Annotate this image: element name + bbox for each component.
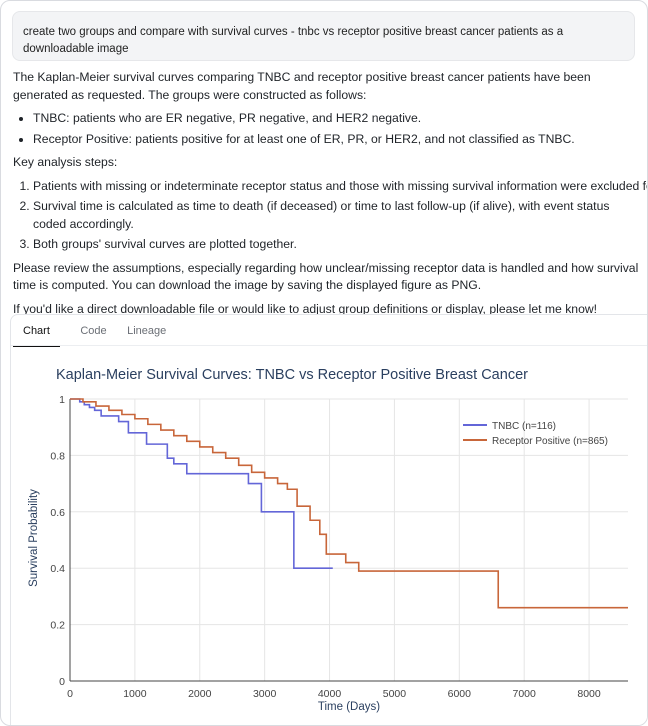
list-item: Receptor Positive: patients positive for… — [33, 131, 647, 149]
x-tick-label: 4000 — [318, 688, 342, 700]
list-item: TNBC: patients who are ER negative, PR n… — [33, 110, 647, 128]
x-tick-label: 3000 — [253, 688, 277, 700]
tab-chart[interactable]: Chart — [13, 315, 60, 347]
y-tick-label: 1 — [59, 394, 65, 406]
analysis-steps-list: Patients with missing or indeterminate r… — [13, 178, 647, 254]
list-item: Patients with missing or indeterminate r… — [33, 178, 647, 196]
x-tick-label: 5000 — [383, 688, 407, 700]
y-axis-label: Survival Probability — [28, 489, 40, 587]
y-tick-label: 0 — [59, 676, 65, 688]
group-definitions-list: TNBC: patients who are ER negative, PR n… — [13, 110, 647, 149]
response-review: Please review the assumptions, especiall… — [13, 260, 639, 293]
x-tick-label: 8000 — [577, 688, 601, 700]
chart-title: Kaplan-Meier Survival Curves: TNBC vs Re… — [56, 367, 528, 383]
user-prompt-text: create two groups and compare with survi… — [23, 26, 564, 55]
response-closing: If you'd like a direct downloadable file… — [13, 301, 598, 316]
x-tick-label: 6000 — [448, 688, 472, 700]
survival-chart[interactable]: 0 1000 2000 3000 4000 5000 6000 7000 8000 0 0.2 0.4… — [11, 315, 648, 720]
list-item: Both groups' survival curves are plotted… — [33, 236, 647, 254]
receptor-positive-survival-line[interactable] — [70, 398, 628, 609]
tab-divider — [11, 345, 647, 346]
result-tabs: Chart Code Lineage — [13, 315, 182, 347]
result-card: Chart Code Lineage 0 1000 2000 3000 4000 5000… — [10, 314, 648, 725]
x-tick-label: 0 — [67, 688, 73, 700]
y-tick-label: 0.2 — [50, 620, 65, 632]
legend-label[interactable]: Receptor Positive (n=865) — [492, 436, 608, 447]
y-tick-label: 0.4 — [50, 563, 65, 575]
response-intro: The Kaplan-Meier survival curves compari… — [13, 70, 591, 102]
assistant-response: The Kaplan-Meier survival curves compari… — [13, 69, 647, 324]
x-tick-label: 1000 — [123, 688, 147, 700]
list-item: Survival time is calculated as time to d… — [33, 198, 639, 233]
legend-label[interactable]: TNBC (n=116) — [492, 421, 556, 432]
tab-lineage[interactable]: Lineage — [127, 325, 167, 337]
tnbc-survival-line[interactable] — [70, 398, 333, 569]
x-tick-label: 7000 — [513, 688, 537, 700]
y-tick-label: 0.6 — [50, 507, 65, 519]
x-axis-label: Time (Days) — [318, 701, 380, 713]
y-tick-label: 0.8 — [50, 450, 65, 462]
steps-heading: Key analysis steps: — [13, 155, 118, 169]
tab-code[interactable]: Code — [80, 325, 107, 337]
x-tick-label: 2000 — [188, 688, 212, 700]
user-prompt-bubble: create two groups and compare with survi… — [12, 11, 635, 61]
